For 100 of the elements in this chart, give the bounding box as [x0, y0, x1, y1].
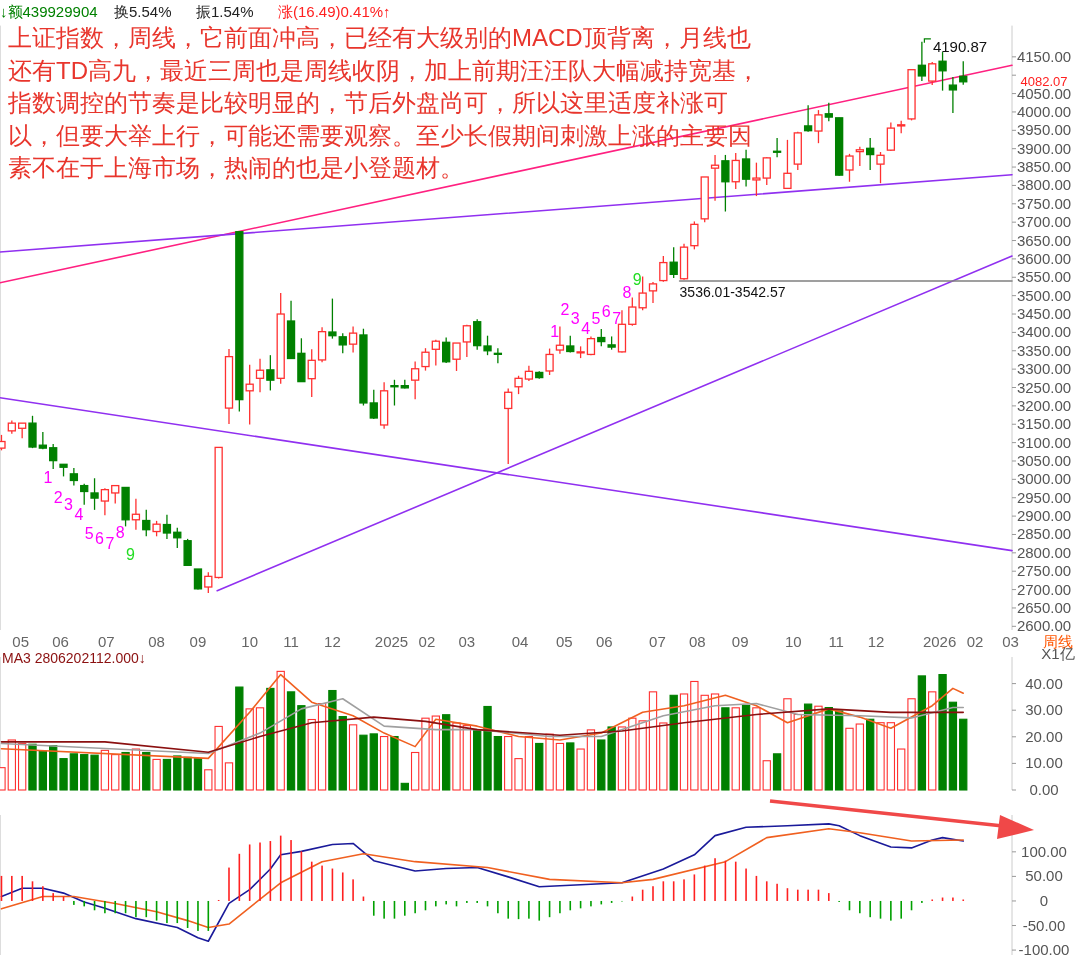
candlestick: [845, 153, 854, 183]
candlestick: [49, 443, 58, 470]
x-tick-label: 10: [785, 633, 802, 650]
text: 涨(16.49)0.41%↑: [278, 3, 391, 20]
x-tick-label: 03: [458, 633, 476, 650]
annotation: 4190.87: [932, 37, 988, 55]
candlestick: [814, 109, 823, 144]
candlestick: [442, 336, 451, 364]
bar: [814, 705, 823, 791]
candlestick: [731, 152, 740, 190]
x-tick-label: 03: [1002, 633, 1019, 650]
line-series: [0, 708, 965, 754]
bar: [452, 722, 461, 791]
y-tick-label: 3600.00: [1016, 249, 1072, 267]
x-tick-label: 02: [966, 633, 984, 650]
bar: [348, 724, 358, 791]
y-tick-label: 2850.00: [1016, 525, 1072, 543]
y-tick-label: 3650.00: [1016, 231, 1072, 249]
candlestick: [690, 220, 699, 251]
bar: [783, 698, 792, 791]
annotation: 8: [115, 523, 125, 541]
annotation: 8: [622, 284, 632, 302]
annotation: 3: [570, 309, 580, 327]
x-tick-label: 09: [731, 633, 749, 650]
x-tick-label: 11: [283, 633, 299, 650]
y-tick-label: 4000.00: [1016, 102, 1072, 120]
candlestick: [493, 347, 503, 364]
candlestick: [483, 335, 492, 356]
x-tick-label: 09: [189, 633, 207, 650]
candlestick: [462, 324, 472, 358]
y-tick-label: 3100.00: [1016, 433, 1072, 451]
x-tick-label: 07: [98, 633, 115, 650]
y-tick-label: 3550.00: [1016, 268, 1072, 286]
bar: [824, 706, 833, 791]
bar: [17, 742, 27, 791]
bar: [100, 749, 110, 791]
annotation: 1: [43, 469, 53, 487]
bar: [617, 726, 627, 791]
x-tick-label: 10: [241, 633, 259, 650]
candlestick: [938, 51, 947, 92]
y-tick-label: 3400.00: [1016, 323, 1072, 341]
bar: [731, 707, 740, 791]
bar: [741, 704, 751, 791]
candlestick: [866, 137, 875, 171]
bar: [152, 758, 161, 791]
y-tick-label: 3800.00: [1016, 176, 1072, 194]
candlestick: [648, 281, 658, 304]
bar: [535, 742, 544, 791]
y-tick-label: 2900.00: [1016, 507, 1072, 525]
annotation: 4: [74, 505, 84, 523]
candlestick: [514, 375, 523, 395]
bar: [442, 714, 451, 791]
bar: [907, 698, 916, 791]
bar: [390, 735, 399, 791]
x-tick-label: 11: [828, 633, 844, 650]
candlestick: [255, 358, 265, 393]
bar: [555, 742, 565, 791]
candlestick: [348, 325, 358, 354]
y-tick-label: 2750.00: [1016, 562, 1072, 580]
candlestick: [100, 487, 110, 517]
bar: [514, 758, 523, 791]
candlestick: [28, 415, 37, 449]
annotation: 5: [591, 310, 601, 328]
candlestick: [193, 568, 203, 591]
bar: [948, 701, 958, 791]
y-tick-label: 2700.00: [1016, 580, 1072, 598]
candlestick: [710, 154, 720, 202]
bar: [504, 735, 513, 791]
candlestick: [669, 246, 678, 279]
candlestick: [421, 347, 430, 372]
bar: [855, 723, 864, 791]
candlestick: [545, 347, 554, 376]
candlestick: [917, 41, 927, 82]
candlestick: [752, 162, 761, 197]
y-tick-label: 2950.00: [1016, 488, 1072, 506]
bar: [576, 748, 585, 791]
candlestick: [628, 296, 637, 327]
text: ↓额439929904: [0, 3, 98, 20]
bar: [545, 733, 554, 791]
y-tick-label: 0.00: [1029, 781, 1059, 798]
bar: [111, 754, 120, 791]
annotation: 7: [612, 310, 622, 328]
y-tick-label: 10.00: [1025, 754, 1063, 772]
candlestick: [204, 571, 213, 594]
y-tick-label: 3300.00: [1016, 360, 1072, 378]
candlestick: [783, 139, 792, 190]
bar: [483, 705, 492, 791]
bar: [38, 750, 48, 791]
x-tick-label: 2025: [374, 633, 409, 650]
bar: [648, 691, 658, 791]
bar: [162, 758, 172, 791]
candlestick: [162, 513, 172, 540]
y-tick-label: 3950.00: [1016, 121, 1072, 139]
bar: [834, 710, 844, 791]
bar: [566, 742, 575, 791]
x-tick-label: 2026: [922, 633, 957, 650]
annotation: 9: [632, 271, 642, 289]
bar: [959, 718, 968, 791]
candlestick: [855, 146, 864, 167]
y-tick-label: 3150.00: [1016, 415, 1072, 433]
